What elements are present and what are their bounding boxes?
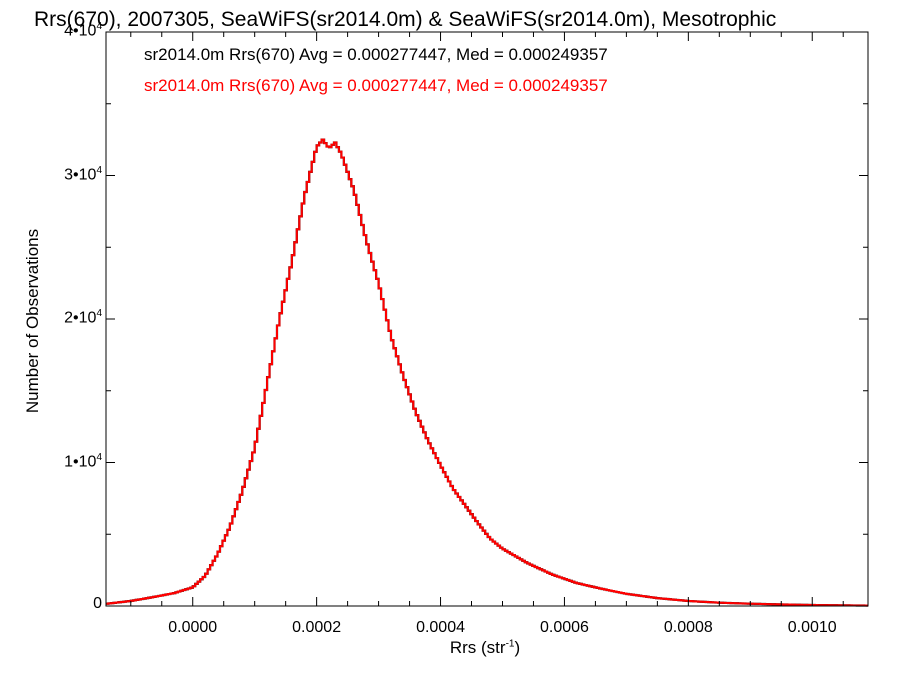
x-tick-label: 0.0006 bbox=[540, 619, 589, 636]
chart-title: Rrs(670), 2007305, SeaWiFS(sr2014.0m) & … bbox=[34, 8, 777, 31]
y-axis-label: Number of Observations bbox=[23, 228, 42, 414]
x-axis-label-exponent: -1 bbox=[505, 638, 515, 650]
annotation-red: sr2014.0m Rrs(670) Avg = 0.000277447, Me… bbox=[144, 76, 608, 95]
x-tick-label: 0.0002 bbox=[292, 619, 341, 636]
x-tick-label: 0.0004 bbox=[416, 619, 465, 636]
annotation-black: sr2014.0m Rrs(670) Avg = 0.000277447, Me… bbox=[144, 45, 608, 64]
x-tick-label: 0.0008 bbox=[664, 619, 713, 636]
y-tick-label: 3•104 bbox=[64, 164, 102, 183]
y-tick-label: 4•104 bbox=[64, 21, 102, 40]
x-axis-label-close: ) bbox=[514, 638, 521, 657]
x-tick-label: 0.0000 bbox=[168, 619, 217, 636]
y-tick-label: 0 bbox=[93, 595, 102, 612]
y-tick-label: 2•104 bbox=[64, 308, 102, 327]
y-tick-label: 1•104 bbox=[64, 451, 102, 470]
x-tick-label: 0.0010 bbox=[788, 619, 837, 636]
x-axis-label-base: Rrs (str bbox=[449, 638, 506, 657]
histogram-line-red bbox=[106, 138, 868, 607]
x-axis-label: Rrs (str-1) bbox=[450, 638, 520, 658]
title-container: Rrs(670), 2007305, SeaWiFS(sr2014.0m) & … bbox=[0, 0, 900, 40]
plot-frame bbox=[105, 31, 869, 607]
